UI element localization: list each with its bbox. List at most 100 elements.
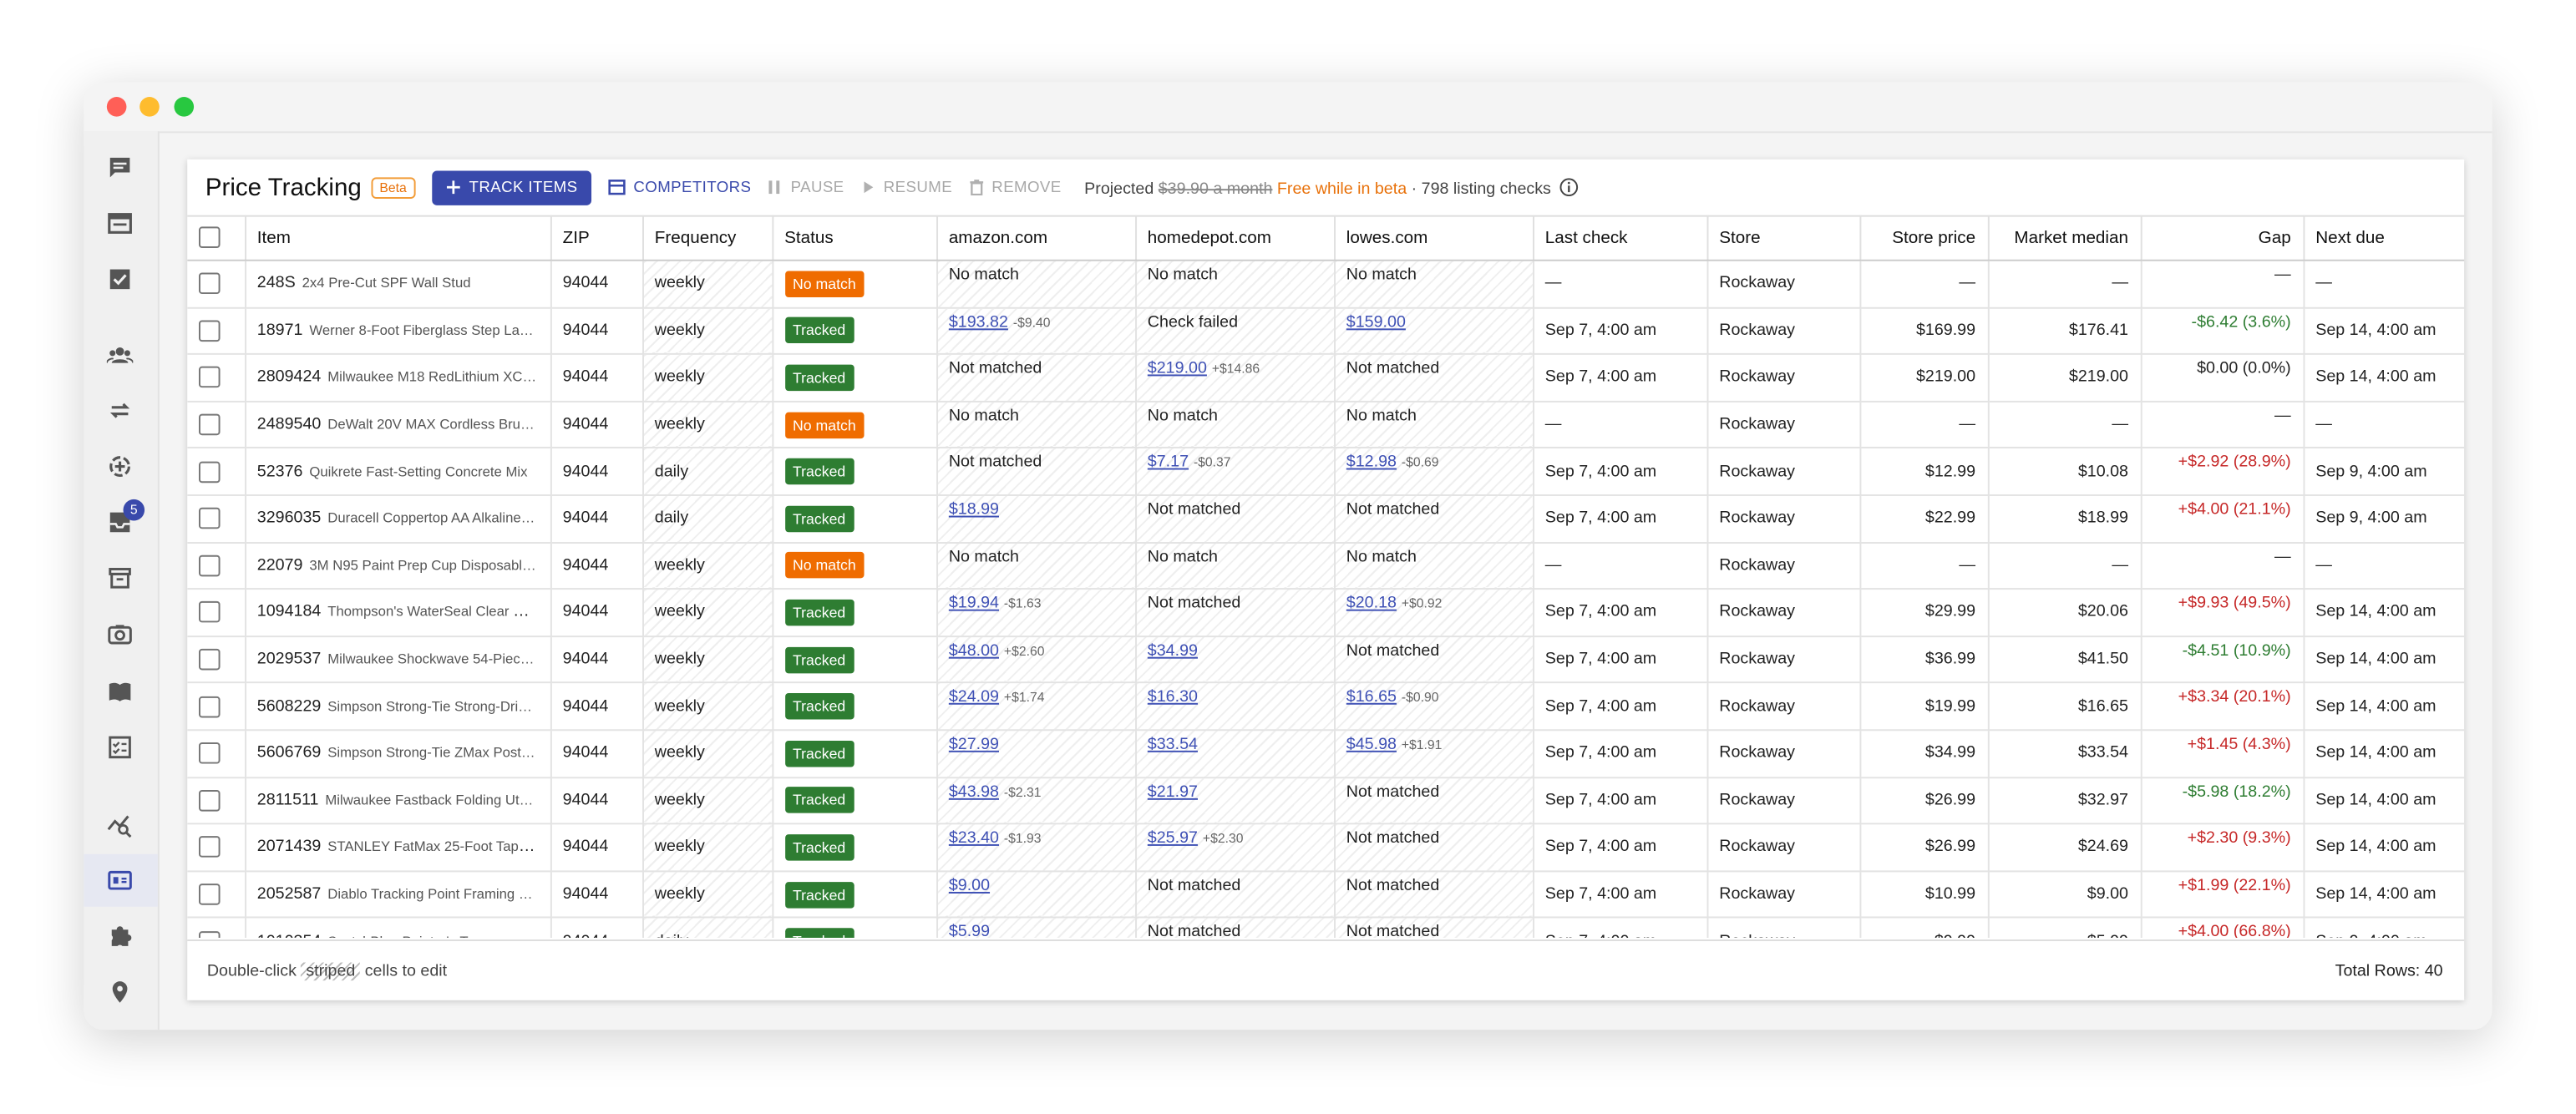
competitor-cell[interactable]: Not matched: [1334, 870, 1534, 919]
competitor-cell[interactable]: $9.00: [936, 870, 1137, 919]
competitor-price-link[interactable]: $19.94: [948, 595, 999, 613]
price-tracking-icon[interactable]: [107, 867, 133, 893]
competitor-cell[interactable]: Not matched: [1334, 354, 1534, 403]
frequency-cell[interactable]: weekly: [642, 870, 773, 919]
competitor-price-link[interactable]: $193.82: [948, 312, 1008, 332]
competitor-cell[interactable]: $16.30: [1135, 682, 1336, 732]
row-checkbox[interactable]: [198, 320, 221, 342]
column-header[interactable]: lowes.com: [1334, 215, 1534, 261]
frequency-cell[interactable]: daily: [642, 494, 773, 544]
competitor-cell[interactable]: $193.82 -$9.40: [936, 306, 1137, 356]
competitor-price-link[interactable]: $219.00: [1147, 360, 1207, 378]
column-header[interactable]: Last check: [1533, 215, 1708, 261]
analytics-icon[interactable]: [107, 812, 133, 838]
column-header[interactable]: Market median: [1987, 215, 2142, 261]
column-header[interactable]: Gap: [2140, 215, 2305, 261]
competitor-cell[interactable]: Not matched: [1334, 635, 1534, 684]
competitor-cell[interactable]: $21.97: [1135, 777, 1336, 825]
competitor-price-link[interactable]: $25.97: [1147, 829, 1198, 848]
competitor-price-link[interactable]: $16.65: [1346, 688, 1397, 707]
competitor-cell[interactable]: Not matched: [1135, 870, 1336, 919]
competitor-cell[interactable]: No match: [936, 260, 1137, 308]
competitor-cell[interactable]: $45.98 +$1.91: [1334, 730, 1534, 778]
frequency-cell[interactable]: weekly: [642, 306, 773, 356]
frequency-cell[interactable]: weekly: [642, 542, 773, 590]
column-header[interactable]: Status: [772, 215, 938, 261]
competitor-cell[interactable]: No match: [1334, 260, 1534, 308]
tasks-icon[interactable]: [107, 266, 133, 292]
competitor-cell[interactable]: $19.94 -$1.63: [936, 589, 1137, 637]
people-icon[interactable]: [106, 342, 134, 367]
competitor-price-link[interactable]: $18.99: [948, 500, 999, 519]
minimize-button[interactable]: [139, 97, 160, 117]
row-checkbox[interactable]: [198, 367, 221, 389]
remove-button[interactable]: REMOVE: [969, 178, 1062, 196]
row-checkbox[interactable]: [198, 789, 221, 812]
competitor-price-link[interactable]: $43.98: [948, 782, 999, 801]
row-checkbox[interactable]: [198, 273, 221, 295]
resume-button[interactable]: RESUME: [860, 178, 952, 196]
frequency-cell[interactable]: weekly: [642, 354, 773, 403]
row-checkbox[interactable]: [198, 601, 221, 624]
pause-button[interactable]: PAUSE: [768, 178, 844, 196]
competitor-cell[interactable]: $43.98 -$2.31: [936, 777, 1137, 825]
sync-icon[interactable]: [107, 397, 133, 423]
competitor-price-link[interactable]: $9.00: [948, 876, 991, 895]
competitor-cell[interactable]: Not matched: [1334, 494, 1534, 544]
competitor-price-link[interactable]: $24.09: [948, 688, 999, 707]
competitor-price-link[interactable]: $12.98: [1346, 453, 1397, 473]
competitor-cell[interactable]: $27.99: [936, 730, 1137, 778]
competitor-price-link[interactable]: $34.99: [1147, 641, 1198, 661]
frequency-cell[interactable]: weekly: [642, 730, 773, 778]
competitor-price-link[interactable]: $27.99: [948, 736, 999, 754]
competitor-cell[interactable]: $219.00 +$14.86: [1135, 354, 1336, 403]
competitor-price-link[interactable]: $16.30: [1147, 688, 1198, 707]
column-header[interactable]: Next due: [2303, 215, 2465, 261]
close-button[interactable]: [106, 97, 127, 117]
competitor-cell[interactable]: $7.17 -$0.37: [1135, 448, 1336, 496]
frequency-cell[interactable]: weekly: [642, 682, 773, 732]
competitor-price-link[interactable]: $48.00: [948, 641, 999, 661]
competitor-cell[interactable]: $24.09 +$1.74: [936, 682, 1137, 732]
frequency-cell[interactable]: daily: [642, 448, 773, 496]
competitor-cell[interactable]: $18.99: [936, 494, 1137, 544]
column-header[interactable]: homedepot.com: [1135, 215, 1336, 261]
competitor-cell[interactable]: No match: [1135, 542, 1336, 590]
competitor-cell[interactable]: $23.40 -$1.93: [936, 823, 1137, 872]
inbox-icon[interactable]: [107, 509, 133, 535]
info-icon[interactable]: [1559, 176, 1579, 196]
maximize-button[interactable]: [174, 97, 195, 117]
camera-icon[interactable]: [107, 620, 133, 646]
competitor-cell[interactable]: $48.00 +$2.60: [936, 635, 1137, 684]
competitor-price-link[interactable]: $23.40: [948, 829, 999, 848]
row-checkbox[interactable]: [198, 696, 221, 717]
column-header[interactable]: amazon.com: [936, 215, 1137, 261]
row-checkbox[interactable]: [198, 461, 221, 483]
competitor-cell[interactable]: Not matched: [1334, 918, 1534, 939]
row-checkbox[interactable]: [198, 836, 221, 858]
location-icon[interactable]: [107, 979, 133, 1005]
frequency-cell[interactable]: daily: [642, 918, 773, 939]
book-icon[interactable]: [107, 678, 133, 704]
extensions-icon[interactable]: [107, 923, 133, 949]
competitor-price-link[interactable]: $5.99: [948, 923, 991, 939]
archive-icon[interactable]: [107, 565, 133, 591]
competitor-price-link[interactable]: $45.98: [1346, 736, 1397, 754]
competitor-cell[interactable]: Not matched: [1135, 918, 1336, 939]
column-header[interactable]: Store: [1706, 215, 1861, 261]
column-header[interactable]: Frequency: [642, 215, 773, 261]
add-circle-icon[interactable]: [107, 453, 133, 479]
competitor-cell[interactable]: No match: [1334, 542, 1534, 590]
competitor-cell[interactable]: No match: [1135, 260, 1336, 308]
competitor-cell[interactable]: No match: [936, 542, 1137, 590]
competitor-cell[interactable]: Not matched: [936, 354, 1137, 403]
track-items-button[interactable]: TRACK ITEMS: [431, 170, 591, 205]
messages-icon[interactable]: [107, 154, 133, 180]
competitor-price-link[interactable]: $33.54: [1147, 736, 1198, 754]
competitor-cell[interactable]: $159.00: [1334, 306, 1534, 356]
competitor-cell[interactable]: $34.99: [1135, 635, 1336, 684]
competitor-price-link[interactable]: $20.18: [1346, 595, 1397, 613]
competitor-price-link[interactable]: $21.97: [1147, 782, 1198, 801]
row-checkbox[interactable]: [198, 930, 221, 939]
competitor-cell[interactable]: $5.99: [936, 918, 1137, 939]
